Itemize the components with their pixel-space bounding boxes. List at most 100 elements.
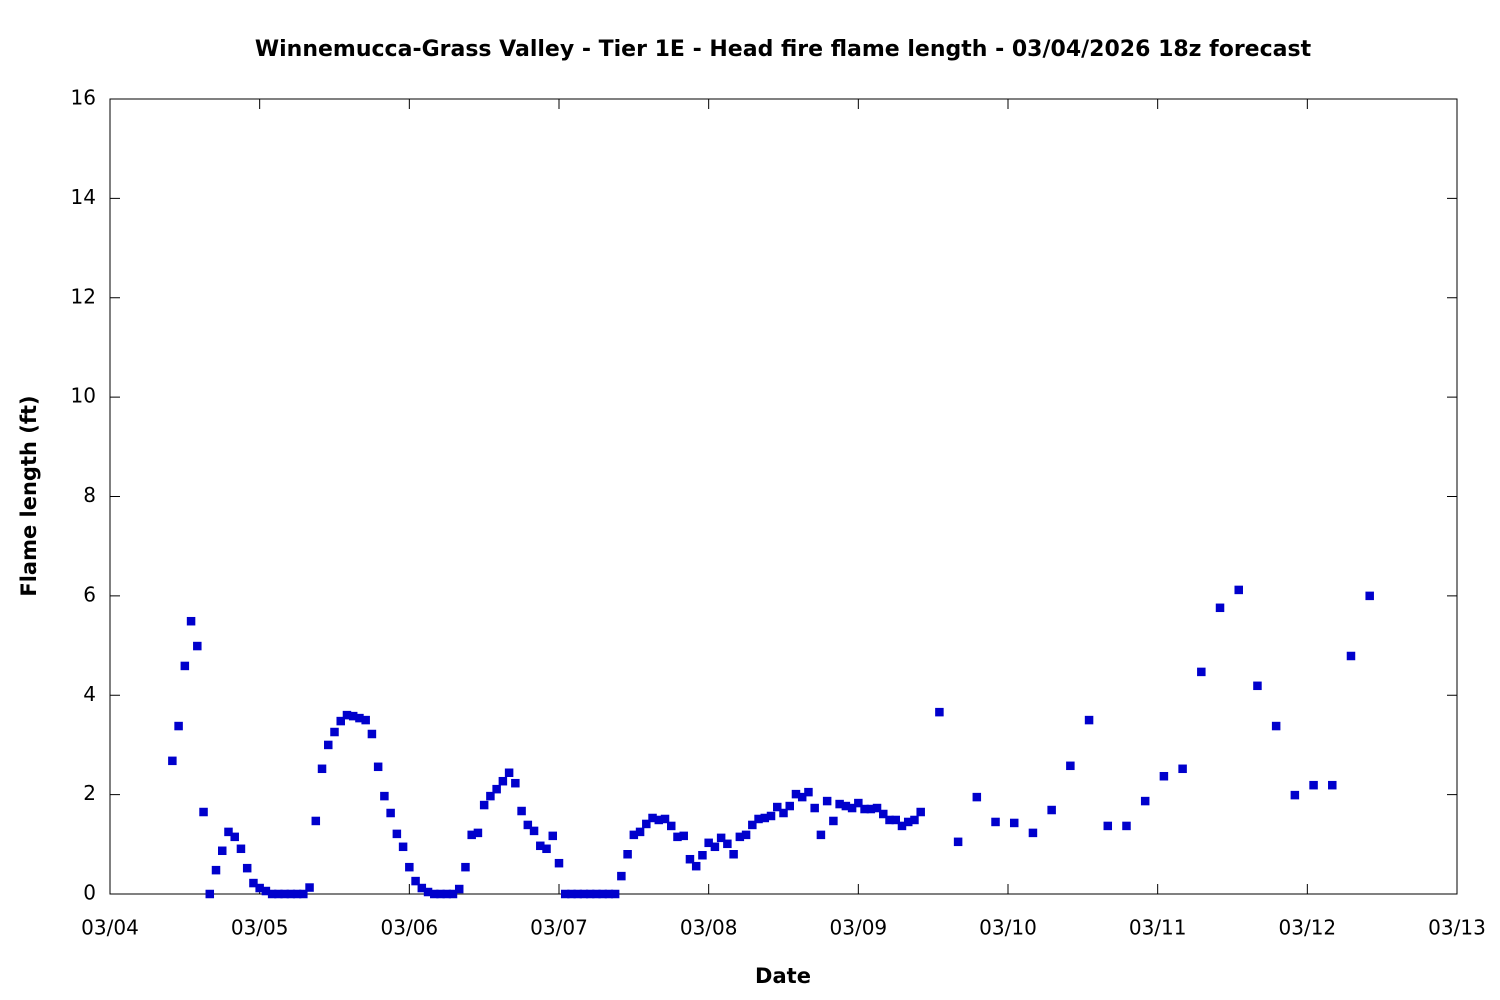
x-tick-label: 03/09 [830, 916, 888, 940]
point [361, 715, 370, 725]
point [430, 889, 439, 899]
x-tick-label: 03/05 [231, 916, 289, 940]
point [1122, 821, 1131, 831]
point [1084, 715, 1094, 725]
x-tick-label: 03/12 [1279, 916, 1337, 940]
point [723, 839, 732, 849]
point [729, 850, 738, 859]
point [168, 756, 177, 766]
point [373, 762, 383, 772]
point [735, 832, 745, 842]
point [280, 889, 289, 899]
point [847, 803, 857, 813]
point [698, 850, 707, 860]
point [897, 821, 907, 831]
point [1178, 764, 1187, 774]
point [523, 820, 533, 830]
point [348, 711, 358, 721]
point [691, 861, 701, 871]
point [860, 804, 869, 814]
x-tick-label: 03/13 [1428, 916, 1486, 940]
point [835, 799, 844, 809]
point [885, 815, 894, 825]
point [779, 808, 788, 818]
point [292, 889, 302, 899]
point [916, 807, 925, 817]
point [829, 816, 838, 826]
point [766, 811, 776, 821]
point [1271, 721, 1281, 731]
y-tick-label: 12 [71, 284, 96, 308]
point [242, 863, 252, 873]
point [791, 789, 801, 799]
point [872, 803, 882, 813]
point [1103, 821, 1113, 831]
point [411, 876, 420, 886]
point [797, 792, 807, 802]
point [186, 616, 196, 626]
point [261, 886, 271, 896]
point [741, 830, 751, 840]
point [286, 889, 296, 899]
point [704, 838, 713, 848]
point [467, 830, 476, 840]
point [336, 716, 345, 726]
point [953, 837, 963, 847]
point [442, 889, 451, 899]
point [492, 784, 501, 794]
point [542, 844, 551, 854]
point [1328, 780, 1337, 790]
point [517, 806, 526, 816]
point [305, 883, 314, 892]
point [810, 803, 819, 813]
point [454, 884, 464, 894]
point [386, 808, 395, 818]
point [754, 814, 763, 824]
point [579, 889, 589, 899]
point [610, 889, 620, 899]
point [1066, 761, 1075, 771]
point [230, 832, 239, 842]
y-tick-label: 16 [71, 86, 96, 110]
point [367, 729, 377, 739]
x-tick-label: 03/07 [530, 916, 588, 940]
point [903, 817, 913, 827]
point [330, 727, 339, 737]
point [592, 889, 601, 899]
point [1365, 591, 1374, 601]
x-tick-label: 03/06 [381, 916, 439, 940]
point [218, 846, 227, 856]
point [473, 828, 483, 838]
point [673, 832, 682, 842]
point [891, 815, 900, 825]
point [710, 842, 720, 852]
point [193, 641, 202, 651]
point [255, 883, 264, 893]
point [1290, 790, 1300, 800]
point [317, 764, 327, 774]
point [180, 661, 190, 671]
point [224, 827, 233, 837]
point [461, 862, 470, 872]
point [479, 800, 489, 810]
y-tick-label: 2 [83, 781, 96, 805]
point [648, 813, 657, 823]
point [448, 889, 458, 899]
point [1140, 796, 1150, 806]
point [841, 801, 851, 811]
point [822, 796, 832, 806]
point [311, 816, 321, 826]
point [249, 878, 258, 888]
point [398, 842, 408, 852]
point [585, 889, 595, 899]
point [1159, 771, 1169, 781]
point [623, 850, 632, 859]
point [211, 865, 221, 875]
point [1047, 805, 1056, 815]
y-tick-label: 0 [83, 881, 96, 905]
x-tick-label: 03/04 [81, 916, 139, 940]
point [716, 833, 726, 843]
y-tick-label: 10 [71, 384, 96, 408]
y-tick-label: 8 [83, 483, 96, 507]
